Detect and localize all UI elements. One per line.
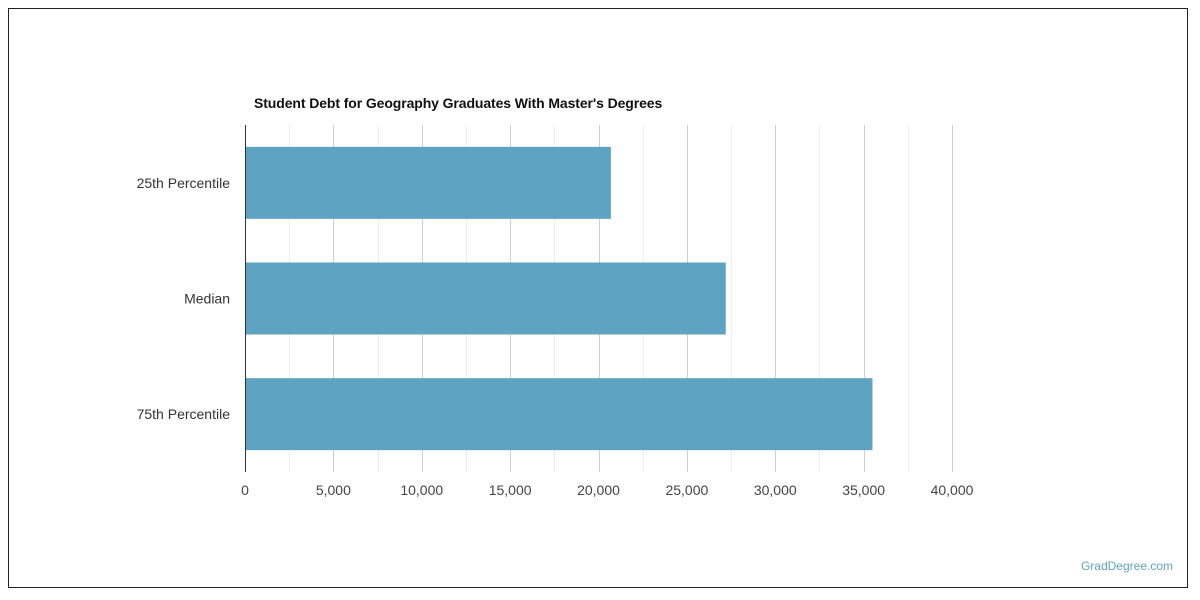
category-label: 75th Percentile: [137, 406, 231, 422]
category-label: 25th Percentile: [137, 175, 231, 191]
bars: [245, 146, 873, 451]
x-tick-label: 15,000: [489, 482, 532, 498]
bar-75th-percentile[interactable]: [245, 378, 873, 451]
x-tick-label: 25,000: [665, 482, 708, 498]
x-tick-label: 10,000: [400, 482, 443, 498]
watermark[interactable]: GradDegree.com: [1080, 559, 1173, 573]
bar-25th-percentile[interactable]: [245, 146, 611, 219]
x-tick-label: 40,000: [931, 482, 974, 498]
x-tick-label: 20,000: [577, 482, 620, 498]
chart-title: Student Debt for Geography Graduates Wit…: [254, 95, 663, 111]
category-label: Median: [184, 291, 230, 307]
x-tick-label: 30,000: [754, 482, 797, 498]
x-tick-label: 35,000: [842, 482, 885, 498]
bar-median[interactable]: [245, 262, 726, 335]
x-tick-labels: 0 5,000 10,000 15,000 20,000 25,000 30,000 35,0…: [241, 482, 974, 498]
x-tick-label: 5,000: [316, 482, 351, 498]
x-tick-label: 0: [241, 482, 249, 498]
category-labels: 25th Percentile Median 75th Percentile: [137, 175, 231, 422]
